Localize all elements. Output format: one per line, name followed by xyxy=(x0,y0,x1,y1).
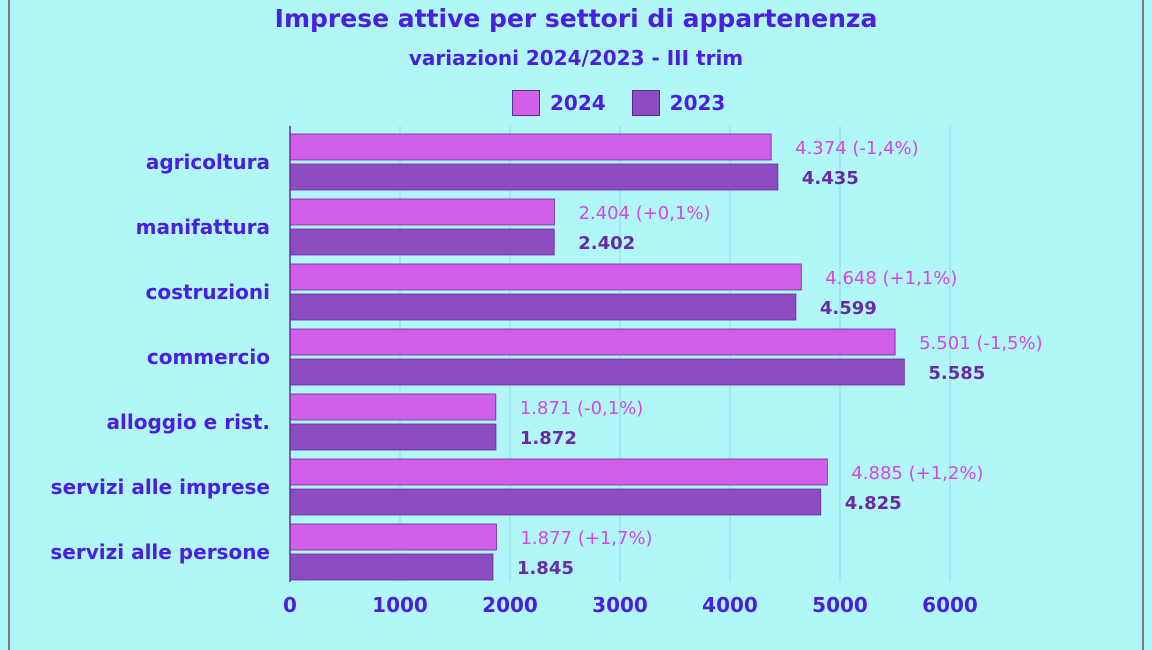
bar-2024 xyxy=(289,263,802,291)
category-label: costruzioni xyxy=(146,280,271,304)
legend-label-2023: 2023 xyxy=(669,91,726,115)
legend-swatch-2023 xyxy=(631,90,660,116)
data-label-2024: 5.501 (-1,5%) xyxy=(919,333,1043,354)
data-label-2023: 4.825 xyxy=(845,493,902,514)
bar-2023 xyxy=(289,553,494,581)
bar-2023 xyxy=(289,228,555,256)
bar-2023 xyxy=(289,488,822,516)
data-label-2023: 1.872 xyxy=(520,428,577,449)
bar-2023 xyxy=(289,423,497,451)
bar-2023 xyxy=(289,163,779,191)
legend-item-2024: 2024 xyxy=(512,90,606,116)
chart-subtitle: variazioni 2024/2023 - III trim xyxy=(408,46,744,70)
x-tick-label: 4000 xyxy=(702,593,758,617)
legend-item-2023: 2023 xyxy=(631,90,726,116)
data-label-2024: 4.374 (-1,4%) xyxy=(795,138,919,159)
chart-frame xyxy=(8,0,1144,650)
bar-2024 xyxy=(289,328,896,356)
data-label-2024: 2.404 (+0,1%) xyxy=(578,203,710,224)
bar-2024 xyxy=(289,198,555,226)
bar-2023 xyxy=(289,358,905,386)
data-label-2024: 1.877 (+1,7%) xyxy=(520,528,652,549)
category-label: servizi alle persone xyxy=(50,540,270,564)
data-label-2023: 2.402 xyxy=(578,233,635,254)
bar-2024 xyxy=(289,458,828,486)
legend-swatch-2024 xyxy=(512,90,540,116)
x-tick-label: 5000 xyxy=(812,593,868,617)
data-label-2024: 4.885 (+1,2%) xyxy=(851,463,983,484)
x-tick-label: 2000 xyxy=(482,593,538,617)
category-label: commercio xyxy=(147,345,270,369)
category-label: agricoltura xyxy=(146,150,270,174)
x-tick-label: 0 xyxy=(283,593,297,617)
bar-2024 xyxy=(289,523,497,551)
x-tick-label: 6000 xyxy=(922,593,978,617)
data-label-2024: 4.648 (+1,1%) xyxy=(825,268,957,289)
bar-2024 xyxy=(289,133,772,161)
data-label-2023: 4.435 xyxy=(802,168,859,189)
legend-label-2024: 2024 xyxy=(550,91,606,115)
category-label: alloggio e rist. xyxy=(107,410,270,434)
category-label: servizi alle imprese xyxy=(51,475,270,499)
data-label-2023: 4.599 xyxy=(820,298,877,319)
x-tick-label: 3000 xyxy=(592,593,648,617)
bar-2024 xyxy=(289,393,497,421)
x-tick-label: 1000 xyxy=(372,593,428,617)
chart-title: Imprese attive per settori di appartenen… xyxy=(274,4,878,33)
data-label-2024: 1.871 (-0,1%) xyxy=(520,398,644,419)
data-label-2023: 1.845 xyxy=(517,558,574,579)
data-label-2023: 5.585 xyxy=(928,363,985,384)
legend: 2024 2023 xyxy=(512,88,751,118)
category-label: manifattura xyxy=(136,215,270,239)
bar-2023 xyxy=(289,293,797,321)
